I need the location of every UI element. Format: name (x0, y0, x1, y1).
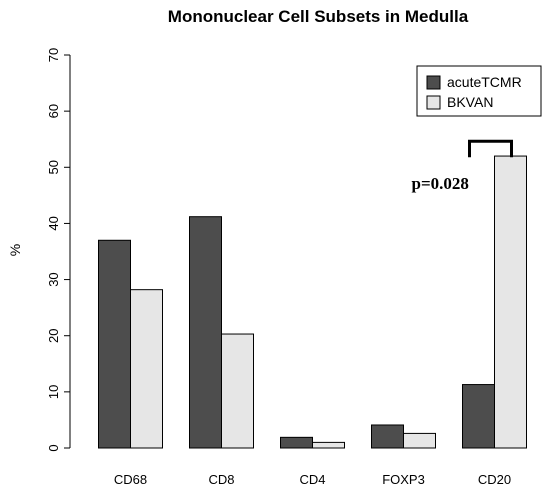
bar-bkvan-foxp3 (403, 432, 436, 449)
y-tick-label: 50 (46, 160, 61, 174)
legend-swatch-bkvan (426, 95, 441, 110)
x-axis-tick-labels: CD68 CD8 CD4 FOXP3 CD20 (114, 472, 511, 487)
bar-acutetcmr-cd4 (280, 436, 313, 449)
y-tick-label: 60 (46, 104, 61, 118)
x-tick-label: CD20 (478, 472, 511, 487)
y-tick-label: 70 (46, 48, 61, 62)
y-axis: 0 10 20 30 40 50 60 70 (46, 48, 71, 452)
bar-acutetcmr-foxp3 (371, 424, 404, 449)
bar-bkvan-cd68 (130, 289, 163, 449)
y-tick-label: 20 (46, 328, 61, 342)
significance-bracket (468, 139, 513, 158)
y-axis-label: % (7, 244, 23, 256)
legend: acuteTCMR BKVAN (416, 65, 542, 117)
x-tick-label: CD8 (208, 472, 234, 487)
y-tick-label: 0 (46, 444, 61, 451)
y-tick-label: 10 (46, 385, 61, 399)
x-tick-label: FOXP3 (382, 472, 425, 487)
legend-swatch-acutetcmr (426, 75, 441, 90)
chart-title: Mononuclear Cell Subsets in Medulla (168, 7, 469, 26)
bar-acutetcmr-cd8 (189, 216, 222, 449)
significance-annotation: p=0.028 (412, 139, 513, 193)
bar-bkvan-cd8 (221, 333, 254, 449)
legend-label-bkvan: BKVAN (447, 94, 493, 110)
x-tick-label: CD68 (114, 472, 147, 487)
bar-acutetcmr-cd20 (462, 384, 495, 449)
bar-bkvan-cd4 (312, 441, 345, 449)
bars (98, 155, 527, 449)
x-tick-label: CD4 (299, 472, 325, 487)
y-tick-label: 40 (46, 216, 61, 230)
bar-bkvan-cd20 (494, 155, 527, 449)
p-value-label: p=0.028 (412, 174, 469, 193)
y-tick-label: 30 (46, 272, 61, 286)
legend-label-acutetcmr: acuteTCMR (447, 74, 522, 90)
bar-acutetcmr-cd68 (98, 239, 131, 449)
